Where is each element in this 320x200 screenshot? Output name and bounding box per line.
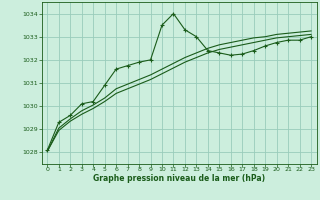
X-axis label: Graphe pression niveau de la mer (hPa): Graphe pression niveau de la mer (hPa) [93, 174, 265, 183]
